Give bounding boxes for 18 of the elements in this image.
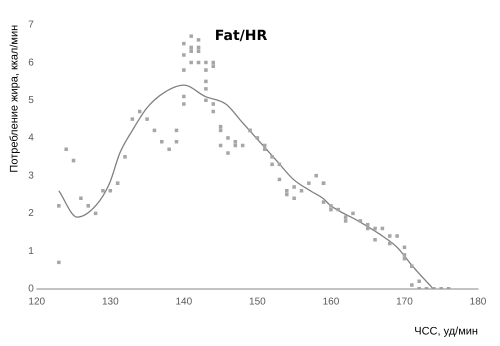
y-axis-title: Потребление жира, ккал/мин	[8, 24, 21, 173]
x-tick-label: 180	[470, 296, 487, 308]
y-tick-label: 5	[28, 94, 34, 106]
y-tick-label: 4	[28, 132, 34, 144]
x-tick-label: 140	[175, 296, 193, 308]
y-tick-label: 2	[28, 208, 34, 220]
y-tick-label: 6	[28, 57, 34, 68]
y-tick-label: 0	[28, 284, 34, 295]
chart-title: Fat/HR	[214, 28, 268, 44]
x-tick-label: 170	[396, 296, 414, 308]
y-tick-label: 3	[28, 170, 34, 182]
x-tick-label: 120	[28, 296, 46, 308]
x-tick-label: 160	[322, 296, 340, 308]
y-tick-label: 7	[28, 20, 34, 31]
y-tick-label: 1	[28, 246, 34, 257]
x-tick-label: 130	[102, 296, 120, 308]
x-tick-label: 150	[249, 296, 266, 308]
x-axis-title: ЧСС, уд/мин	[414, 325, 478, 338]
